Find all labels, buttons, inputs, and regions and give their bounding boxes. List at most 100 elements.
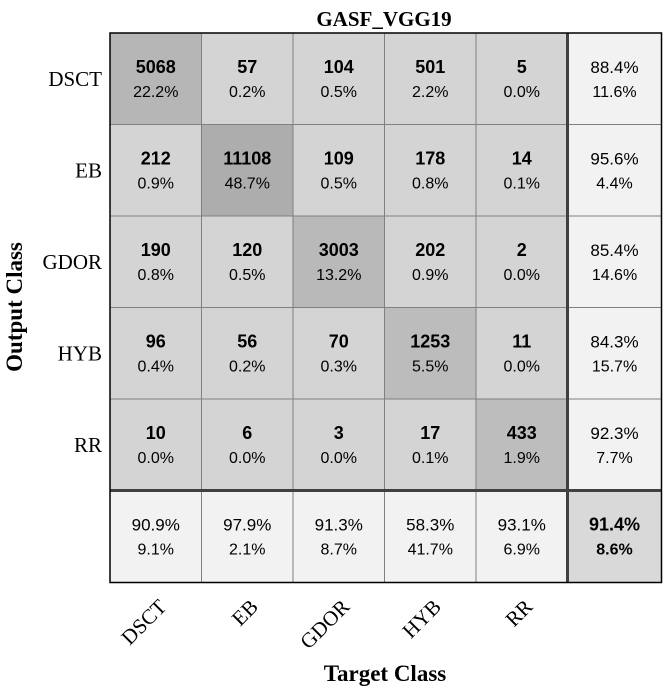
matrix-cell-value: 96	[146, 331, 166, 351]
y-tick-label: EB	[75, 158, 102, 182]
matrix-cell	[384, 33, 476, 125]
matrix-cell	[293, 307, 385, 399]
matrix-cell-percent: 0.5%	[321, 84, 357, 101]
col-summary-correct: 58.3%	[406, 516, 454, 535]
row-summary-correct: 92.3%	[590, 424, 638, 443]
col-summary-error: 8.7%	[321, 542, 357, 559]
matrix-cells: 5068 22.2% 57 0.2% 104 0.5% 501 2.2% 5 0.0% 212 0.9…	[110, 33, 662, 583]
matrix-cell-value: 6	[242, 423, 252, 443]
matrix-cell-percent: 0.8%	[412, 175, 448, 192]
matrix-cell-percent: 13.2%	[316, 267, 361, 284]
matrix-cell-percent: 48.7%	[225, 175, 270, 192]
y-tick-label: DSCT	[48, 67, 102, 91]
col-summary-correct: 97.9%	[223, 516, 271, 535]
chart-title: GASF_VGG19	[316, 7, 451, 31]
col-summary-error: 2.1%	[229, 542, 265, 559]
row-summary-cell	[567, 33, 662, 125]
col-summary-cell	[201, 490, 293, 583]
matrix-cell-value: 3003	[319, 240, 359, 260]
matrix-cell	[384, 307, 476, 399]
row-summary-correct: 85.4%	[590, 241, 638, 260]
matrix-cell-value: 190	[141, 240, 171, 260]
matrix-cell-value: 3	[334, 423, 344, 443]
overall-error: 8.6%	[596, 542, 632, 559]
matrix-cell	[293, 33, 385, 125]
y-tick-label: GDOR	[42, 250, 102, 274]
row-summary-cell	[567, 216, 662, 308]
matrix-cell	[293, 216, 385, 308]
matrix-cell-percent: 0.1%	[412, 450, 448, 467]
matrix-cell-percent: 0.2%	[229, 358, 265, 375]
x-axis-label: Target Class	[324, 661, 447, 686]
matrix-cell-percent: 1.9%	[504, 450, 540, 467]
y-tick-label: HYB	[58, 341, 102, 365]
matrix-cell-value: 433	[507, 423, 537, 443]
matrix-cell	[110, 399, 202, 491]
matrix-cell-percent: 0.0%	[504, 358, 540, 375]
row-summary-error: 4.4%	[596, 175, 632, 192]
matrix-cell-percent: 0.1%	[504, 175, 540, 192]
matrix-cell-percent: 0.0%	[504, 84, 540, 101]
matrix-cell-value: 17	[420, 423, 440, 443]
matrix-cell-percent: 0.8%	[138, 267, 174, 284]
matrix-cell	[201, 124, 293, 216]
col-summary-correct: 90.9%	[132, 516, 180, 535]
col-summary-correct: 93.1%	[498, 516, 546, 535]
matrix-cell-value: 109	[324, 148, 354, 168]
row-summary-cell	[567, 399, 662, 491]
col-summary-cell	[293, 490, 385, 583]
matrix-cell-value: 5068	[136, 57, 176, 77]
matrix-cell-value: 11108	[223, 148, 271, 168]
matrix-cell-value: 501	[415, 57, 445, 77]
col-summary-error: 41.7%	[408, 542, 453, 559]
x-tick-label: DSCT	[116, 594, 171, 649]
matrix-cell-value: 56	[237, 331, 257, 351]
col-summary-cell	[476, 490, 568, 583]
y-tick-label: RR	[74, 433, 102, 457]
overall-accuracy: 91.4%	[589, 515, 640, 535]
matrix-cell-value: 104	[324, 57, 354, 77]
matrix-cell-value: 178	[415, 148, 445, 168]
matrix-cell	[384, 124, 476, 216]
matrix-cell	[110, 124, 202, 216]
x-tick-label: HYB	[397, 595, 445, 643]
matrix-cell	[201, 216, 293, 308]
matrix-cell-percent: 5.5%	[412, 358, 448, 375]
row-summary-error: 15.7%	[592, 358, 637, 375]
matrix-cell	[201, 33, 293, 125]
matrix-cell	[293, 124, 385, 216]
matrix-cell-percent: 0.3%	[321, 358, 357, 375]
overall-accuracy-cell	[567, 490, 662, 583]
matrix-cell	[110, 216, 202, 308]
matrix-cell	[476, 307, 568, 399]
matrix-cell-percent: 0.0%	[229, 450, 265, 467]
matrix-cell-value: 5	[517, 57, 527, 77]
matrix-cell	[476, 33, 568, 125]
matrix-cell-percent: 0.9%	[412, 267, 448, 284]
x-tick-label: GDOR	[295, 595, 354, 654]
matrix-cell-percent: 2.2%	[412, 84, 448, 101]
matrix-cell-percent: 0.0%	[138, 450, 174, 467]
matrix-cell	[201, 307, 293, 399]
row-summary-cell	[567, 124, 662, 216]
matrix-cell-value: 212	[141, 148, 171, 168]
matrix-cell-percent: 22.2%	[133, 84, 178, 101]
matrix-cell-value: 1253	[410, 331, 450, 351]
row-summary-correct: 95.6%	[590, 149, 638, 168]
matrix-cell	[201, 399, 293, 491]
matrix-cell	[476, 124, 568, 216]
matrix-cell-value: 120	[232, 240, 262, 260]
row-summary-correct: 88.4%	[590, 58, 638, 77]
row-summary-cell	[567, 307, 662, 399]
matrix-cell-percent: 0.0%	[321, 450, 357, 467]
matrix-border	[109, 32, 663, 584]
matrix-cell	[110, 307, 202, 399]
col-summary-correct: 91.3%	[315, 516, 363, 535]
x-tick-label: RR	[501, 595, 538, 632]
col-summary-error: 6.9%	[504, 542, 540, 559]
row-summary-error: 14.6%	[592, 267, 637, 284]
matrix-cell-value: 14	[512, 148, 532, 168]
row-summary-correct: 84.3%	[590, 332, 638, 351]
matrix-cell	[476, 399, 568, 491]
